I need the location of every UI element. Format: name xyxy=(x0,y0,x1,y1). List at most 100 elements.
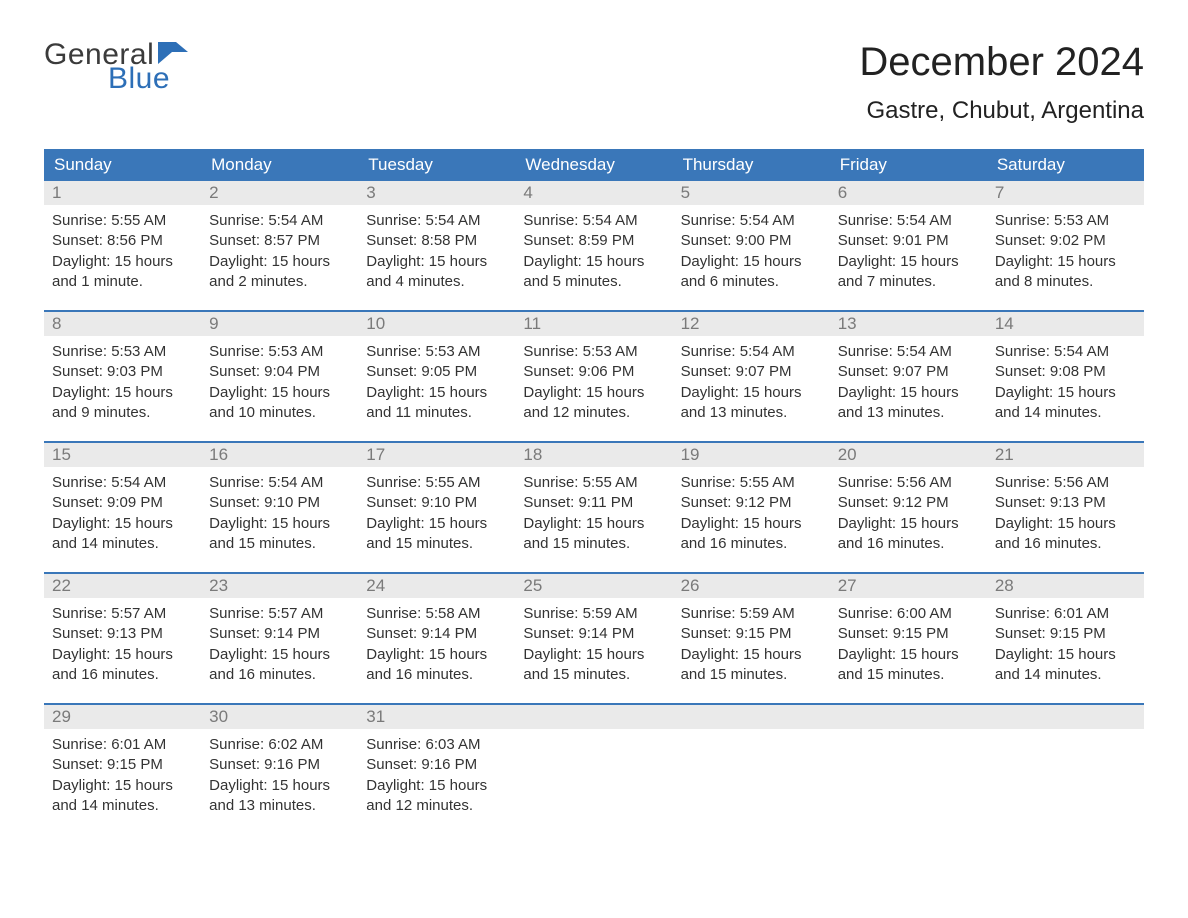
day-body: Sunrise: 5:54 AMSunset: 9:07 PMDaylight:… xyxy=(830,336,987,441)
sunrise-text: Sunrise: 6:01 AM xyxy=(995,604,1136,624)
day-number: 27 xyxy=(830,574,987,598)
day-number: 31 xyxy=(358,705,515,729)
month-title: December 2024 xyxy=(859,40,1144,85)
day-number: 21 xyxy=(987,443,1144,467)
daylight-text: Daylight: 15 hours and 14 minutes. xyxy=(995,645,1136,686)
sunrise-text: Sunrise: 5:53 AM xyxy=(366,342,507,362)
daylight-text: Daylight: 15 hours and 13 minutes. xyxy=(838,383,979,424)
daylight-text: Daylight: 15 hours and 11 minutes. xyxy=(366,383,507,424)
sunrise-text: Sunrise: 5:57 AM xyxy=(52,604,193,624)
title-block: December 2024 Gastre, Chubut, Argentina xyxy=(859,40,1144,125)
day-cell: 8Sunrise: 5:53 AMSunset: 9:03 PMDaylight… xyxy=(44,312,201,441)
day-header: Monday xyxy=(201,149,358,181)
day-number: 30 xyxy=(201,705,358,729)
daylight-text: Daylight: 15 hours and 16 minutes. xyxy=(52,645,193,686)
day-cell: 1Sunrise: 5:55 AMSunset: 8:56 PMDaylight… xyxy=(44,181,201,310)
day-body: Sunrise: 6:02 AMSunset: 9:16 PMDaylight:… xyxy=(201,729,358,834)
day-cell: 15Sunrise: 5:54 AMSunset: 9:09 PMDayligh… xyxy=(44,443,201,572)
sunrise-text: Sunrise: 5:53 AM xyxy=(523,342,664,362)
sunrise-text: Sunrise: 5:54 AM xyxy=(523,211,664,231)
sunset-text: Sunset: 8:57 PM xyxy=(209,231,350,251)
day-body: Sunrise: 6:01 AMSunset: 9:15 PMDaylight:… xyxy=(987,598,1144,703)
sunrise-text: Sunrise: 5:53 AM xyxy=(995,211,1136,231)
day-number: 2 xyxy=(201,181,358,205)
day-number: 6 xyxy=(830,181,987,205)
day-body: Sunrise: 5:55 AMSunset: 9:12 PMDaylight:… xyxy=(673,467,830,572)
daylight-text: Daylight: 15 hours and 5 minutes. xyxy=(523,252,664,293)
sunrise-text: Sunrise: 5:55 AM xyxy=(52,211,193,231)
day-number-empty xyxy=(830,705,987,729)
day-cell: 11Sunrise: 5:53 AMSunset: 9:06 PMDayligh… xyxy=(515,312,672,441)
sunrise-text: Sunrise: 5:54 AM xyxy=(209,473,350,493)
day-cell: 21Sunrise: 5:56 AMSunset: 9:13 PMDayligh… xyxy=(987,443,1144,572)
logo: General Blue xyxy=(44,40,188,94)
day-body: Sunrise: 5:54 AMSunset: 8:59 PMDaylight:… xyxy=(515,205,672,310)
day-number: 14 xyxy=(987,312,1144,336)
page-header: General Blue December 2024 Gastre, Chubu… xyxy=(44,40,1144,125)
sunset-text: Sunset: 9:13 PM xyxy=(52,624,193,644)
day-number: 7 xyxy=(987,181,1144,205)
sunset-text: Sunset: 9:07 PM xyxy=(681,362,822,382)
day-number: 11 xyxy=(515,312,672,336)
sunset-text: Sunset: 9:09 PM xyxy=(52,493,193,513)
week-row: 15 Sunrise: 5:54 AM Sunset: 9:09 PM Dayligh… xyxy=(44,441,1144,572)
sunrise-text: Sunrise: 5:54 AM xyxy=(366,211,507,231)
day-body: Sunrise: 5:57 AMSunset: 9:14 PMDaylight:… xyxy=(201,598,358,703)
sunset-text: Sunset: 9:11 PM xyxy=(523,493,664,513)
day-number: 5 xyxy=(673,181,830,205)
day-number: 28 xyxy=(987,574,1144,598)
day-number: 17 xyxy=(358,443,515,467)
day-header: Saturday xyxy=(987,149,1144,181)
sunrise-text: Sunrise: 5:59 AM xyxy=(523,604,664,624)
sunset-text: Sunset: 9:10 PM xyxy=(209,493,350,513)
day-number-empty xyxy=(515,705,672,729)
sunset-text: Sunset: 9:10 PM xyxy=(366,493,507,513)
day-cell xyxy=(987,705,1144,834)
sunset-text: Sunset: 9:15 PM xyxy=(52,755,193,775)
day-number: 15 xyxy=(44,443,201,467)
day-cell: 22Sunrise: 5:57 AMSunset: 9:13 PMDayligh… xyxy=(44,574,201,703)
logo-text-blue: Blue xyxy=(108,64,188,94)
calendar: SundayMondayTuesdayWednesdayThursdayFrid… xyxy=(44,149,1144,834)
daylight-text: Daylight: 15 hours and 15 minutes. xyxy=(209,514,350,555)
day-cell: 25Sunrise: 5:59 AMSunset: 9:14 PMDayligh… xyxy=(515,574,672,703)
day-body: Sunrise: 5:53 AMSunset: 9:03 PMDaylight:… xyxy=(44,336,201,441)
day-cell: 18Sunrise: 5:55 AMSunset: 9:11 PMDayligh… xyxy=(515,443,672,572)
location-text: Gastre, Chubut, Argentina xyxy=(859,97,1144,125)
day-number: 9 xyxy=(201,312,358,336)
sunset-text: Sunset: 9:05 PM xyxy=(366,362,507,382)
day-number: 19 xyxy=(673,443,830,467)
day-cell: 6Sunrise: 5:54 AMSunset: 9:01 PMDaylight… xyxy=(830,181,987,310)
day-cell xyxy=(515,705,672,834)
sunrise-text: Sunrise: 5:54 AM xyxy=(209,211,350,231)
day-body: Sunrise: 5:54 AMSunset: 9:00 PMDaylight:… xyxy=(673,205,830,310)
day-body: Sunrise: 5:59 AMSunset: 9:14 PMDaylight:… xyxy=(515,598,672,703)
daylight-text: Daylight: 15 hours and 2 minutes. xyxy=(209,252,350,293)
weeks-container: 1Sunrise: 5:55 AMSunset: 8:56 PMDaylight… xyxy=(44,181,1144,834)
day-header-row: SundayMondayTuesdayWednesdayThursdayFrid… xyxy=(44,149,1144,181)
day-body: Sunrise: 6:03 AMSunset: 9:16 PMDaylight:… xyxy=(358,729,515,834)
week-row: 29Sunrise: 6:01 AMSunset: 9:15 PMDayligh… xyxy=(44,703,1144,834)
day-cell: 29Sunrise: 6:01 AMSunset: 9:15 PMDayligh… xyxy=(44,705,201,834)
day-cell: 3Sunrise: 5:54 AMSunset: 8:58 PMDaylight… xyxy=(358,181,515,310)
day-cell: 19Sunrise: 5:55 AMSunset: 9:12 PMDayligh… xyxy=(673,443,830,572)
sunset-text: Sunset: 9:12 PM xyxy=(838,493,979,513)
sunrise-text: Sunrise: 6:00 AM xyxy=(838,604,979,624)
daylight-text: Daylight: 15 hours and 13 minutes. xyxy=(681,383,822,424)
daylight-text: Daylight: 15 hours and 12 minutes. xyxy=(366,776,507,817)
day-number: 20 xyxy=(830,443,987,467)
day-body: Sunrise: 5:58 AMSunset: 9:14 PMDaylight:… xyxy=(358,598,515,703)
sunrise-text: Sunrise: 5:57 AM xyxy=(209,604,350,624)
day-body: Sunrise: 5:59 AMSunset: 9:15 PMDaylight:… xyxy=(673,598,830,703)
daylight-text: Daylight: 15 hours and 15 minutes. xyxy=(366,514,507,555)
day-number: 16 xyxy=(201,443,358,467)
sunset-text: Sunset: 9:14 PM xyxy=(209,624,350,644)
sunrise-text: Sunrise: 5:54 AM xyxy=(838,211,979,231)
day-number: 25 xyxy=(515,574,672,598)
day-cell xyxy=(673,705,830,834)
day-number: 8 xyxy=(44,312,201,336)
day-cell: 20Sunrise: 5:56 AMSunset: 9:12 PMDayligh… xyxy=(830,443,987,572)
day-body: Sunrise: 5:53 AMSunset: 9:05 PMDaylight:… xyxy=(358,336,515,441)
day-number: 13 xyxy=(830,312,987,336)
day-number-empty xyxy=(987,705,1144,729)
